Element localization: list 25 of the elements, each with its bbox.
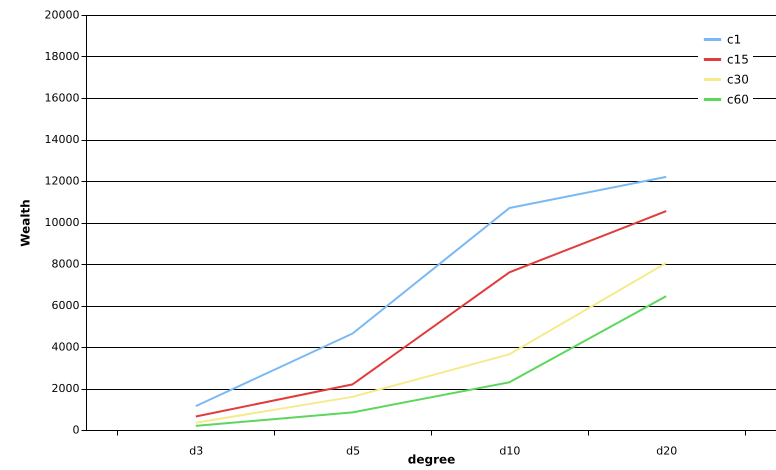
y-tick-label: 12000 (44, 174, 80, 188)
line-series (194, 176, 668, 408)
y-tick-label: 6000 (52, 299, 80, 312)
legend-label: c60 (727, 92, 749, 106)
y-tick-label: 4000 (52, 340, 80, 354)
y-tick-label: 8000 (52, 258, 80, 270)
x-tick-label: d3 (189, 444, 204, 458)
line-series (194, 210, 668, 418)
x-tick-label: d5 (346, 444, 360, 458)
x-tick-label: d10 (499, 444, 520, 458)
y-tick-label: 18000 (44, 50, 80, 63)
x-axis-title: degree (408, 452, 456, 466)
line-series (194, 262, 668, 424)
legend-label: c1 (727, 32, 742, 46)
x-tick-label: d20 (656, 444, 678, 458)
y-tick-label: 16000 (44, 92, 80, 104)
y-tick-label: 0 (72, 424, 80, 436)
y-tick-label: 10000 (44, 216, 80, 229)
legend-label: c15 (727, 52, 749, 66)
y-axis-title: Wealth (18, 199, 33, 247)
line-series (194, 295, 668, 427)
legend-label: c30 (727, 72, 749, 86)
y-tick-label: 2000 (52, 382, 80, 395)
y-tick-label: 14000 (44, 133, 80, 146)
y-tick-label: 20000 (44, 8, 80, 22)
